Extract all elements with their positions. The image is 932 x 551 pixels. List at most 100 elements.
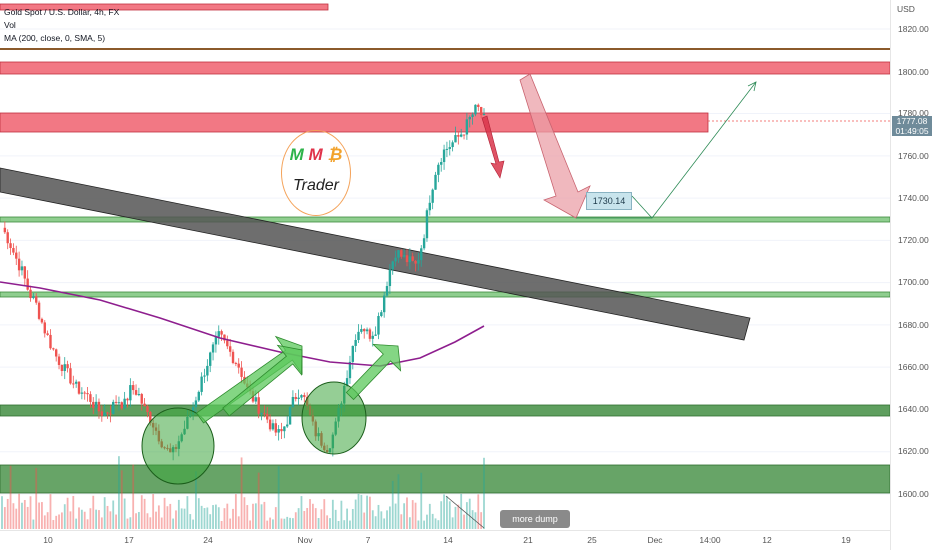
chart-canvas[interactable] (0, 0, 890, 530)
volume-bar (397, 474, 400, 529)
volume-bar (266, 520, 269, 529)
candle-body (417, 260, 420, 264)
arrow-head (747, 81, 757, 92)
candle-body (12, 248, 15, 253)
candle-body (35, 296, 38, 303)
candle-body (414, 260, 417, 264)
candle-body (120, 402, 123, 409)
volume-bar (391, 480, 394, 529)
price-tick: 1600.00 (898, 489, 929, 499)
time-tick: 24 (203, 535, 213, 545)
volume-bar (317, 518, 320, 529)
price-tick: 1700.00 (898, 277, 929, 287)
time-tick: 14:00 (699, 535, 721, 545)
candle-body (365, 329, 369, 332)
volume-bar (369, 496, 371, 529)
volume-bar (220, 520, 223, 529)
note-label[interactable]: more dump (500, 510, 570, 528)
volume-bar (129, 517, 132, 529)
candle-body (63, 364, 66, 372)
chart-area[interactable]: Gold Spot / U.S. Dollar, 4h, FX Vol MA (… (0, 0, 890, 530)
candle-body (228, 346, 232, 352)
resistance-zone (0, 61, 890, 75)
candle-body (134, 390, 138, 395)
volume-bar (180, 508, 183, 529)
candle-body (240, 367, 243, 377)
volume-bar (200, 505, 203, 529)
candle-body (405, 255, 409, 263)
volume-legend[interactable]: Vol (4, 20, 16, 30)
candle-body (445, 148, 449, 150)
volume-bar (343, 520, 346, 529)
candle-body (425, 210, 429, 239)
volume-bar (337, 520, 340, 529)
mmb-trader-logo: M M ₿ Trader (281, 130, 351, 216)
support-zone (0, 291, 890, 298)
candle-body (106, 412, 109, 414)
price-tick: 1800.00 (898, 67, 929, 77)
volume-bar (320, 509, 323, 529)
price-tick: 1660.00 (898, 362, 929, 372)
drawings[interactable] (141, 73, 757, 529)
price-axis[interactable]: USD 1820.00 1800.00 1780.00 1760.00 1740… (890, 0, 932, 550)
volume-bar (183, 508, 186, 529)
candle-body (368, 329, 372, 339)
volume-bar (349, 520, 351, 529)
note-pointer (445, 495, 485, 529)
candle-body (43, 322, 46, 334)
candle-body (37, 302, 41, 319)
volume-bar (60, 512, 63, 529)
target-price-label[interactable]: 1730.14 (586, 192, 632, 210)
time-tick: 21 (523, 535, 533, 545)
candle-body (454, 135, 457, 143)
time-axis[interactable]: 10 17 24 Nov 7 14 21 25 Dec 14:00 12 19 (0, 530, 890, 551)
candle-body (382, 295, 386, 313)
candle-body (402, 255, 406, 257)
resistance-zone (0, 112, 709, 133)
candle-body (140, 394, 143, 404)
bearish-arrow (519, 73, 591, 219)
volume-bar (386, 510, 388, 529)
volume-bar (446, 496, 448, 529)
volume-bar (263, 501, 266, 529)
volume-bar (140, 495, 143, 529)
price-tick: 1780.00 (898, 108, 929, 118)
candle-body (9, 243, 12, 249)
bullish-arrow (222, 344, 303, 417)
volume-bar (309, 499, 311, 529)
volume-bar (351, 508, 354, 529)
volume-bar (86, 519, 89, 529)
candle-body (206, 365, 209, 376)
candle-body (451, 142, 454, 148)
volume-bar (377, 504, 380, 529)
volume-bar (137, 512, 140, 529)
candle-body (468, 116, 471, 120)
candle-body (280, 429, 283, 432)
volume-bar (272, 519, 274, 529)
candle-body (274, 423, 277, 433)
volume-bar (243, 497, 246, 529)
volume-bar (75, 518, 78, 529)
candle-body (385, 286, 389, 296)
symbol-title[interactable]: Gold Spot / U.S. Dollar, 4h, FX (4, 7, 120, 17)
volume-bar (246, 505, 249, 529)
volume-bar (69, 511, 72, 529)
candle-body (477, 104, 480, 107)
price-tick: 1680.00 (898, 320, 929, 330)
volume-bar (143, 498, 146, 529)
volume-bar (329, 518, 331, 529)
candle-body (431, 189, 434, 203)
volume-bar (189, 514, 192, 529)
volume-bar (400, 514, 403, 529)
volume-bar (152, 494, 155, 529)
volume-bar (289, 517, 291, 529)
support-zone (0, 464, 890, 494)
candle-body (457, 135, 460, 137)
volume-bar (15, 508, 18, 529)
ma-legend[interactable]: MA (200, close, 0, SMA, 5) (4, 33, 106, 43)
candle-body (60, 364, 64, 372)
volume-bar (112, 500, 115, 529)
candle-body (462, 134, 466, 136)
candle-body (288, 407, 292, 425)
volume-bar (209, 514, 212, 529)
